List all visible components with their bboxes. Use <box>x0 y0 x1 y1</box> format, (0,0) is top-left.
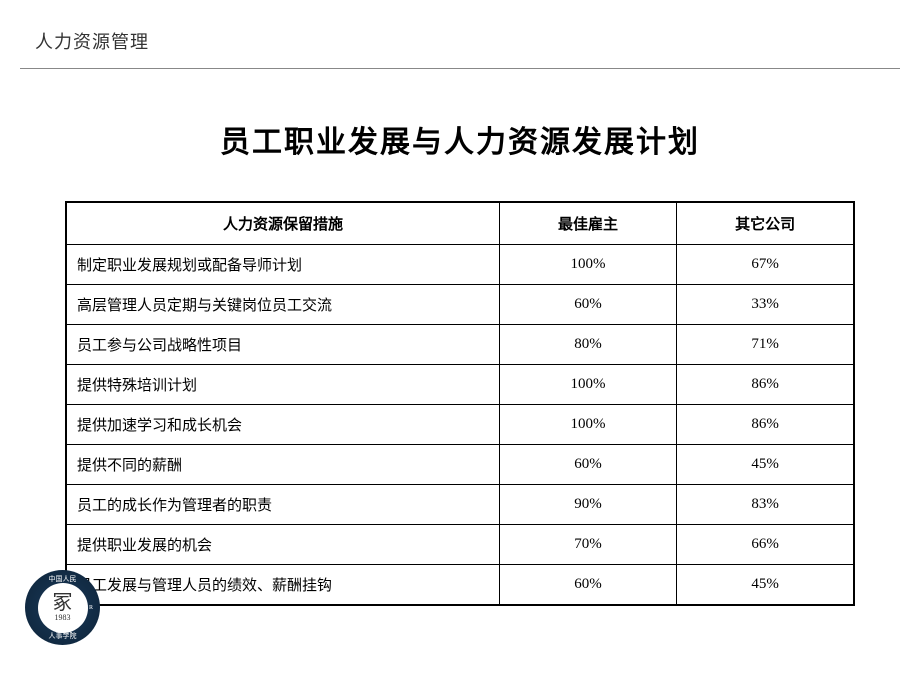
page-header: 人力资源管理 <box>0 0 920 54</box>
cell-best: 100% <box>499 245 676 285</box>
badge-lhr-text: LHR <box>79 605 94 611</box>
col-header-other: 其它公司 <box>677 202 854 245</box>
cell-other: 45% <box>677 445 854 485</box>
cell-measure: 提供不同的薪酬 <box>66 445 499 485</box>
divider-line <box>20 68 900 69</box>
badge-top-text: 中国人民 <box>49 574 77 584</box>
header-text: 人力资源管理 <box>35 28 920 54</box>
col-header-best: 最佳雇主 <box>499 202 676 245</box>
cell-other: 33% <box>677 285 854 325</box>
cell-best: 60% <box>499 565 676 606</box>
table-row: 员工参与公司战略性项目 80% 71% <box>66 325 854 365</box>
cell-other: 67% <box>677 245 854 285</box>
badge-character: 冢 <box>53 593 73 613</box>
cell-measure: 制定职业发展规划或配备导师计划 <box>66 245 499 285</box>
cell-other: 83% <box>677 485 854 525</box>
cell-measure: 员工发展与管理人员的绩效、薪酬挂钩 <box>66 565 499 606</box>
table-header-row: 人力资源保留措施 最佳雇主 其它公司 <box>66 202 854 245</box>
cell-measure: 员工的成长作为管理者的职责 <box>66 485 499 525</box>
table-container: 人力资源保留措施 最佳雇主 其它公司 制定职业发展规划或配备导师计划 100% … <box>65 201 855 606</box>
cell-other: 66% <box>677 525 854 565</box>
cell-measure: 高层管理人员定期与关键岗位员工交流 <box>66 285 499 325</box>
table-row: 员工发展与管理人员的绩效、薪酬挂钩 60% 45% <box>66 565 854 606</box>
cell-other: 71% <box>677 325 854 365</box>
table-row: 提供特殊培训计划 100% 86% <box>66 365 854 405</box>
cell-other: 45% <box>677 565 854 606</box>
cell-best: 80% <box>499 325 676 365</box>
table-row: 高层管理人员定期与关键岗位员工交流 60% 33% <box>66 285 854 325</box>
table-row: 提供职业发展的机会 70% 66% <box>66 525 854 565</box>
badge-outer-ring: 中国人民 冢 1983 LHR 人事学院 <box>25 570 100 645</box>
table-row: 提供加速学习和成长机会 100% 86% <box>66 405 854 445</box>
table-row: 员工的成长作为管理者的职责 90% 83% <box>66 485 854 525</box>
cell-best: 100% <box>499 365 676 405</box>
cell-best: 100% <box>499 405 676 445</box>
hr-measures-table: 人力资源保留措施 最佳雇主 其它公司 制定职业发展规划或配备导师计划 100% … <box>65 201 855 606</box>
table-row: 制定职业发展规划或配备导师计划 100% 67% <box>66 245 854 285</box>
cell-best: 90% <box>499 485 676 525</box>
cell-other: 86% <box>677 405 854 445</box>
cell-best: 60% <box>499 285 676 325</box>
cell-other: 86% <box>677 365 854 405</box>
cell-best: 60% <box>499 445 676 485</box>
badge-year: 1983 <box>55 613 71 622</box>
col-header-measure: 人力资源保留措施 <box>66 202 499 245</box>
university-badge: 中国人民 冢 1983 LHR 人事学院 <box>25 570 100 645</box>
page-title: 员工职业发展与人力资源发展计划 <box>0 117 920 161</box>
table-body: 制定职业发展规划或配备导师计划 100% 67% 高层管理人员定期与关键岗位员工… <box>66 245 854 606</box>
cell-measure: 提供加速学习和成长机会 <box>66 405 499 445</box>
table-row: 提供不同的薪酬 60% 45% <box>66 445 854 485</box>
cell-measure: 提供职业发展的机会 <box>66 525 499 565</box>
cell-measure: 员工参与公司战略性项目 <box>66 325 499 365</box>
badge-bottom-text: 人事学院 <box>49 631 77 641</box>
cell-measure: 提供特殊培训计划 <box>66 365 499 405</box>
cell-best: 70% <box>499 525 676 565</box>
